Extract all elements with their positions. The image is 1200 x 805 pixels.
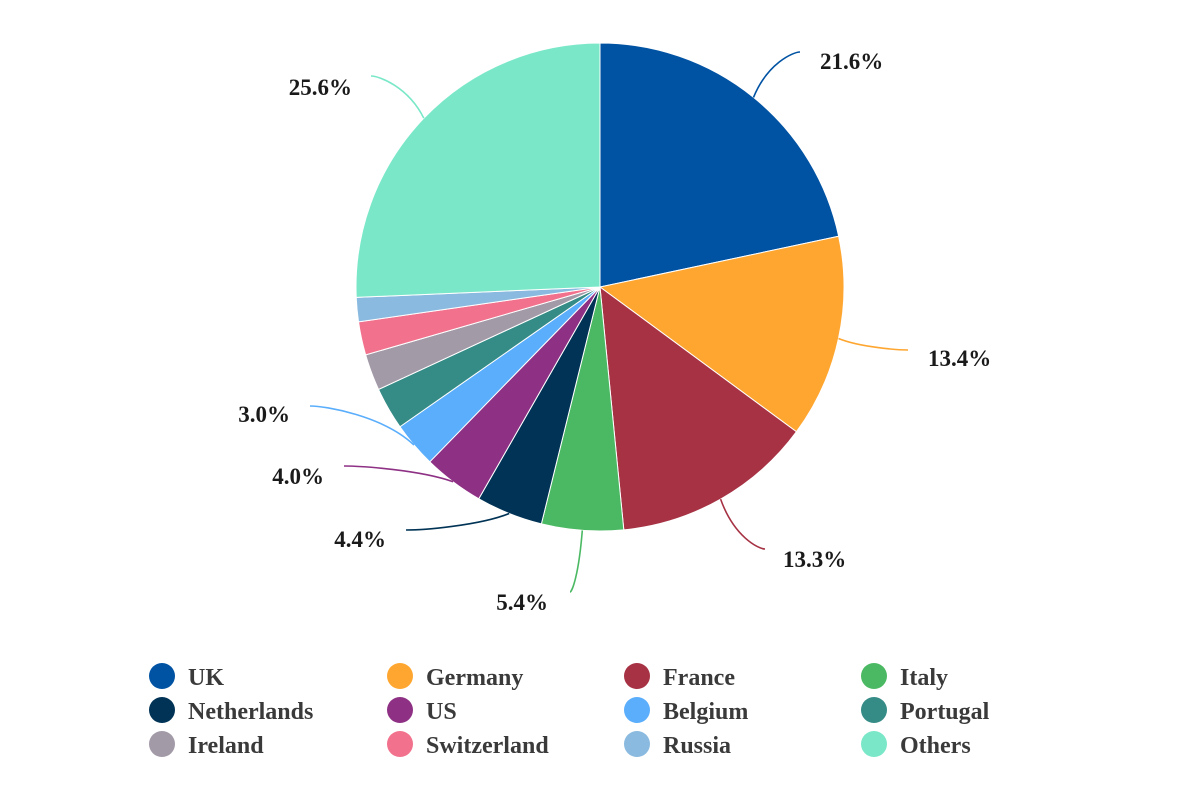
leader-line-uk [752,51,801,98]
leader-line-us [343,465,454,483]
leader-line-netherlands [405,512,510,531]
data-label-others: 25.6% [289,75,352,100]
data-label-belgium: 3.0% [238,402,290,427]
legend-item-france[interactable]: France [624,663,735,691]
data-label-uk: 21.6% [820,49,883,74]
legend-label-france: France [663,665,735,691]
legend-item-netherlands[interactable]: Netherlands [149,697,313,725]
legend-marker-us [387,697,413,723]
legend-item-us[interactable]: US [387,697,457,725]
data-label-us: 4.0% [272,464,324,489]
legend-item-italy[interactable]: Italy [861,663,948,691]
legend-marker-netherlands [149,697,175,723]
slices-layer [355,42,845,532]
legend: UK Germany France Italy Netherlands US Belgium… [149,663,990,759]
data-label-germany: 13.4% [928,346,991,371]
data-label-netherlands: 4.4% [334,527,386,552]
legend-item-ireland[interactable]: Ireland [149,731,264,759]
legend-marker-italy [861,663,887,689]
legend-label-germany: Germany [426,665,523,691]
legend-label-us: US [426,699,457,725]
legend-marker-belgium [624,697,650,723]
legend-marker-portugal [861,697,887,723]
leader-lines-layer [309,51,909,593]
data-labels-layer: 21.6% 13.4% 13.3% 5.4% 4.4% 4.0% 3.0% 25.6% [238,49,991,615]
legend-item-germany[interactable]: Germany [387,663,523,691]
pie-slice-others[interactable] [355,42,601,298]
legend-label-belgium: Belgium [663,699,748,725]
legend-item-switzerland[interactable]: Switzerland [387,731,549,759]
legend-item-russia[interactable]: Russia [624,731,731,759]
legend-marker-ireland [149,731,175,757]
legend-label-switzerland: Switzerland [426,733,549,759]
legend-item-portugal[interactable]: Portugal [861,697,990,725]
legend-item-belgium[interactable]: Belgium [624,697,748,725]
legend-marker-germany [387,663,413,689]
legend-item-others[interactable]: Others [861,731,971,759]
legend-label-portugal: Portugal [900,699,990,725]
leader-line-italy [569,530,584,593]
data-label-france: 13.3% [783,547,846,572]
legend-label-netherlands: Netherlands [188,699,313,725]
legend-label-others: Others [900,733,971,759]
leader-line-france [719,498,766,550]
legend-label-italy: Italy [900,665,948,691]
leader-line-others [370,75,425,119]
legend-marker-russia [624,731,650,757]
legend-label-ireland: Ireland [188,733,264,759]
leader-line-belgium [309,405,415,446]
leader-line-germany [838,337,909,351]
legend-label-uk: UK [188,665,224,691]
legend-marker-france [624,663,650,689]
legend-marker-switzerland [387,731,413,757]
data-label-italy: 5.4% [496,590,548,615]
legend-marker-uk [149,663,175,689]
legend-item-uk[interactable]: UK [149,663,224,691]
legend-label-russia: Russia [663,733,731,759]
legend-marker-others [861,731,887,757]
